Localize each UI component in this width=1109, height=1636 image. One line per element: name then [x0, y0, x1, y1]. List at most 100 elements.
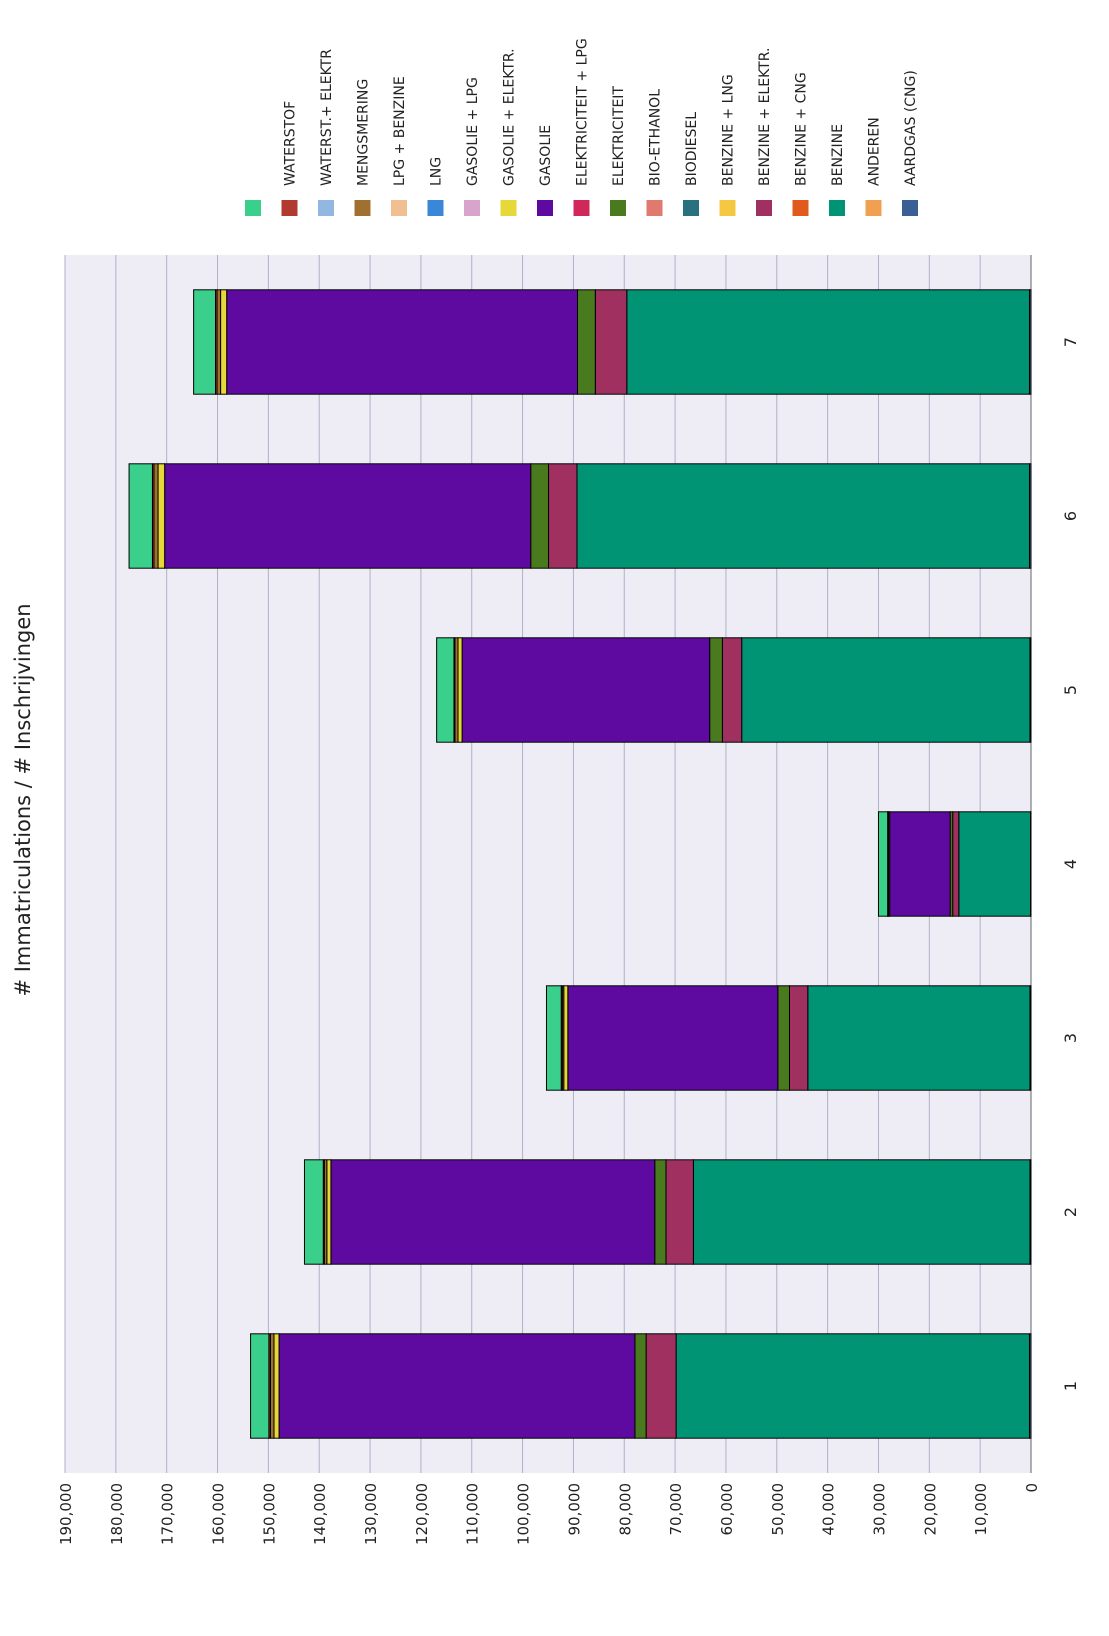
- value-tick-label: 140,000: [311, 1483, 329, 1545]
- bar-segment: [278, 1333, 636, 1439]
- value-tick-label: 110,000: [464, 1483, 482, 1545]
- legend-label: AARDGAS (CNG): [903, 70, 919, 186]
- value-tick-label: 190,000: [57, 1483, 75, 1545]
- legend-swatch: [500, 200, 517, 216]
- legend-label: BENZINE + ELEKTR.: [757, 48, 773, 186]
- legend-label: BENZINE + LNG: [721, 74, 737, 186]
- value-tick-label: 150,000: [260, 1483, 278, 1545]
- bar-segment: [777, 985, 791, 1091]
- legend-swatch: [573, 200, 590, 216]
- bar-segment: [563, 985, 569, 1091]
- value-tick-label: 160,000: [210, 1483, 228, 1545]
- category-axis-ticks: 1 2 3 4 5 6 7: [1061, 337, 1080, 1391]
- value-tick-label: 20,000: [921, 1483, 939, 1536]
- category-tick-label: 5: [1061, 685, 1080, 695]
- category-tick-label: 7: [1061, 337, 1080, 347]
- legend-swatch: [683, 200, 699, 216]
- bar-segment: [273, 1333, 280, 1439]
- bar-segment: [436, 637, 455, 743]
- bar-segment: [545, 985, 562, 1091]
- bar-segment: [220, 289, 228, 395]
- bar-segment: [877, 811, 889, 917]
- plot-background: [65, 255, 1031, 1473]
- value-tick-label: 170,000: [159, 1483, 177, 1545]
- bar-segment: [654, 1159, 667, 1265]
- legend-label: BIODIESEL: [684, 112, 700, 186]
- bar-segment: [789, 985, 809, 1091]
- legend-swatch: [281, 200, 298, 216]
- legend-label: LPG + BENZINE: [392, 76, 408, 186]
- bar-segment: [665, 1159, 694, 1265]
- bar-segment: [675, 1333, 1030, 1439]
- value-tick-label: 0: [1023, 1483, 1041, 1493]
- bar-segment: [461, 637, 711, 743]
- legend-swatch: [427, 200, 444, 216]
- bar-segment: [226, 289, 578, 395]
- bars: [128, 289, 1032, 1439]
- legend-label: GASOLIE: [538, 125, 554, 186]
- legend-label: GASOLIE + LPG: [465, 77, 481, 186]
- bar-segment: [157, 463, 166, 569]
- bar-segment: [164, 463, 532, 569]
- legend-swatch: [792, 200, 809, 216]
- value-tick-label: 40,000: [820, 1483, 838, 1536]
- bar-segment: [626, 289, 1030, 395]
- legend-label: MENGSMERING: [356, 79, 372, 186]
- bar-segment: [530, 463, 550, 569]
- legend-swatch: [865, 200, 882, 216]
- bar-segment: [216, 289, 222, 395]
- value-tick-label: 80,000: [616, 1483, 634, 1536]
- bar-segment: [645, 1333, 677, 1439]
- legend-swatch: [646, 200, 663, 216]
- value-tick-label: 50,000: [769, 1483, 787, 1536]
- legend-swatch: [245, 200, 261, 216]
- value-tick-label: 130,000: [362, 1483, 380, 1545]
- bar-segment: [153, 463, 159, 569]
- bar-segment: [250, 1333, 270, 1439]
- legend-swatch: [537, 200, 553, 216]
- bar-segment: [807, 985, 1031, 1091]
- bar-segment: [269, 1333, 275, 1439]
- value-tick-label: 70,000: [667, 1483, 685, 1536]
- legend-label: GASOLIE + ELEKTR.: [502, 48, 518, 186]
- bar-segment: [594, 289, 628, 395]
- legend-label: WATERST.+ ELEKTR: [319, 49, 335, 186]
- value-axis-label: # Immatriculations / # Inschrijvingen: [11, 603, 35, 996]
- category-tick-label: 4: [1061, 859, 1080, 869]
- legend-label: LNG: [429, 157, 445, 186]
- bar-segment: [457, 637, 463, 743]
- bar-segment: [567, 985, 779, 1091]
- bar-segment: [303, 1159, 324, 1265]
- legend-label: WATERSTOF: [283, 101, 299, 186]
- value-tick-label: 10,000: [972, 1483, 990, 1536]
- category-tick-label: 2: [1061, 1207, 1080, 1217]
- value-axis-ticks: 0 10,000 20,000 30,000 40,000 50,000 60,000 70,…: [57, 1483, 1041, 1545]
- bar-segment: [634, 1333, 647, 1439]
- value-tick-label: 100,000: [515, 1483, 533, 1545]
- legend-label: BIO-ETHANOL: [648, 89, 664, 186]
- bar-segment: [692, 1159, 1031, 1265]
- legend-swatch: [902, 200, 918, 216]
- legend-label: BENZINE: [830, 124, 846, 186]
- legend-swatch: [610, 200, 626, 216]
- value-tick-label: 60,000: [718, 1483, 736, 1536]
- bar-segment: [952, 811, 960, 917]
- bar-segment: [330, 1159, 656, 1265]
- legend-swatch: [829, 200, 845, 216]
- legend-label: BENZINE + CNG: [794, 72, 810, 186]
- legend-label: ELEKTRICITEIT + LPG: [575, 38, 591, 186]
- bar-segment: [741, 637, 1031, 743]
- legend-label: ELEKTRICITEIT: [611, 86, 627, 186]
- bar-segment: [326, 1159, 332, 1265]
- legend-swatch: [391, 200, 407, 216]
- category-tick-label: 1: [1061, 1381, 1080, 1391]
- bar-segment: [548, 463, 578, 569]
- legend-swatch: [719, 200, 736, 216]
- value-tick-label: 180,000: [108, 1483, 126, 1545]
- plot-area: [64, 255, 1032, 1473]
- bar-segment: [193, 289, 216, 395]
- legend-swatch: [354, 200, 371, 216]
- bar-segment: [889, 811, 951, 917]
- value-tick-label: 90,000: [565, 1483, 583, 1536]
- bar-segment: [709, 637, 723, 743]
